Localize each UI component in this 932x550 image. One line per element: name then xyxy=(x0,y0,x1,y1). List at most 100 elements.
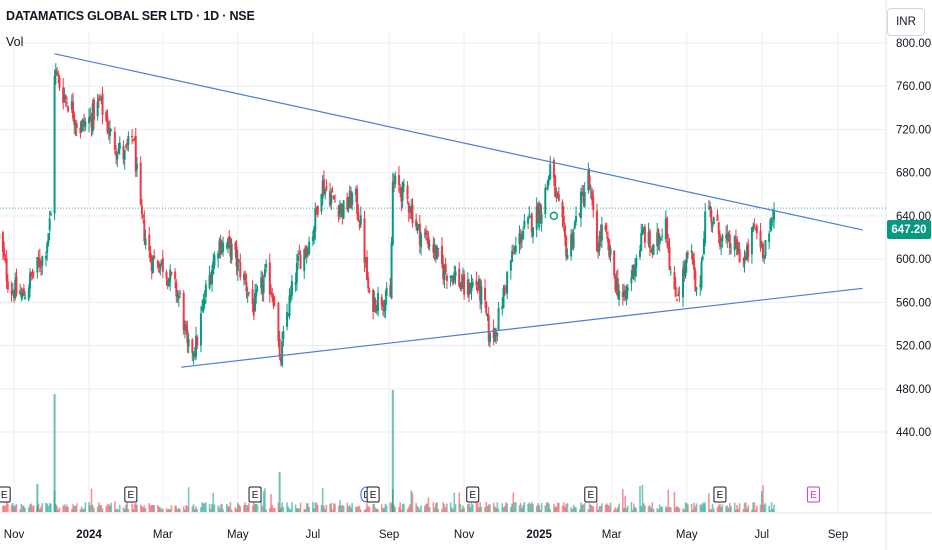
candle-body xyxy=(131,135,134,138)
candle-body xyxy=(544,188,547,215)
candle-body xyxy=(391,181,394,245)
volume-bar xyxy=(726,505,729,512)
earnings-event-marker[interactable]: E xyxy=(0,486,11,503)
earnings-event-marker[interactable]: E xyxy=(366,486,380,503)
volume-bar xyxy=(96,506,99,512)
volume-bar xyxy=(356,507,358,512)
volume-bar xyxy=(288,508,291,512)
candle-body xyxy=(22,288,25,297)
volume-bar xyxy=(157,505,159,512)
volume-bar xyxy=(624,495,627,512)
volume-bar xyxy=(66,504,68,512)
candle-body xyxy=(202,299,205,311)
earnings-event-marker[interactable]: E xyxy=(806,486,820,503)
volume-bar xyxy=(131,503,133,512)
candle-body xyxy=(380,296,383,306)
volume-bar xyxy=(720,507,722,512)
candle-body xyxy=(89,115,92,119)
candle-body xyxy=(122,145,125,160)
candle-body xyxy=(635,257,638,268)
volume-bar xyxy=(549,509,552,512)
candle-body xyxy=(49,213,52,216)
volume-bar xyxy=(363,509,366,512)
volume-bar xyxy=(591,505,593,512)
candle-body xyxy=(426,238,429,241)
volume-bar xyxy=(56,505,58,512)
candle-body xyxy=(480,286,483,305)
candle-body xyxy=(290,280,293,296)
volume-bar xyxy=(148,503,151,512)
volume-bar xyxy=(62,505,64,512)
volume-bar xyxy=(719,503,721,512)
candle-body xyxy=(437,248,440,250)
candle-body xyxy=(599,231,602,240)
volume-bar xyxy=(760,491,763,512)
volume-bar xyxy=(305,503,308,512)
currency-button[interactable]: INR xyxy=(887,8,925,36)
volume-bar xyxy=(399,502,401,512)
candle-body xyxy=(254,292,257,312)
earnings-event-marker[interactable]: E xyxy=(584,486,598,503)
candle-body xyxy=(148,234,151,251)
candle-body xyxy=(135,164,138,169)
volume-bar xyxy=(324,509,326,512)
volume-bar xyxy=(694,506,697,512)
candle-body xyxy=(591,192,594,200)
candle-body xyxy=(742,258,745,260)
candle-body xyxy=(195,336,198,357)
volume-bar xyxy=(15,504,18,512)
candle-body xyxy=(650,249,653,252)
volume-bar xyxy=(665,506,667,512)
earnings-event-marker[interactable]: E xyxy=(124,486,138,503)
volume-bar xyxy=(117,509,120,512)
earnings-event-marker[interactable]: E xyxy=(713,486,727,503)
volume-bar xyxy=(556,502,559,512)
volume-bar xyxy=(642,503,645,512)
candle-body xyxy=(434,245,437,260)
candle-body xyxy=(308,241,311,254)
candle-body xyxy=(604,224,607,230)
candle-body xyxy=(463,274,466,295)
candle-body xyxy=(716,214,719,221)
candle-body xyxy=(614,276,617,291)
candle-body xyxy=(549,164,552,180)
candle-body xyxy=(56,72,59,74)
y-tick-label: 720.00 xyxy=(896,124,931,136)
volume-bar xyxy=(538,505,540,512)
volume-bar xyxy=(460,509,463,512)
x-tick-label: Jul xyxy=(306,529,321,541)
volume-bar xyxy=(416,506,419,512)
volume-bar xyxy=(751,509,753,512)
volume-bar xyxy=(184,509,186,512)
candle-body xyxy=(552,159,555,179)
candle-body xyxy=(409,211,412,213)
earnings-event-marker[interactable]: E xyxy=(248,486,262,503)
candle-body xyxy=(228,236,231,241)
candle-body xyxy=(81,119,84,127)
candle-body xyxy=(652,244,655,256)
volume-bar xyxy=(597,509,599,512)
candle-body xyxy=(272,297,275,306)
y-tick-label: 800.00 xyxy=(896,38,931,50)
volume-bar xyxy=(80,506,83,512)
candle-body xyxy=(381,302,384,308)
candle-body xyxy=(246,293,249,295)
candle-body xyxy=(625,290,628,299)
candle-body xyxy=(683,266,686,273)
candle-body xyxy=(191,339,194,353)
candle-body xyxy=(571,233,574,245)
volume-bar xyxy=(451,507,453,512)
volume-bar xyxy=(651,502,654,512)
candle-body xyxy=(235,246,238,267)
candle-body xyxy=(643,226,646,243)
candle-body xyxy=(3,248,6,257)
volume-bar xyxy=(415,503,417,512)
candle-body xyxy=(332,195,335,199)
candle-body xyxy=(588,175,591,189)
volume-bar xyxy=(63,504,66,512)
candle-body xyxy=(208,275,211,289)
earnings-event-marker[interactable]: E xyxy=(466,486,480,503)
volume-bar xyxy=(211,504,213,512)
volume-bar xyxy=(588,503,591,512)
